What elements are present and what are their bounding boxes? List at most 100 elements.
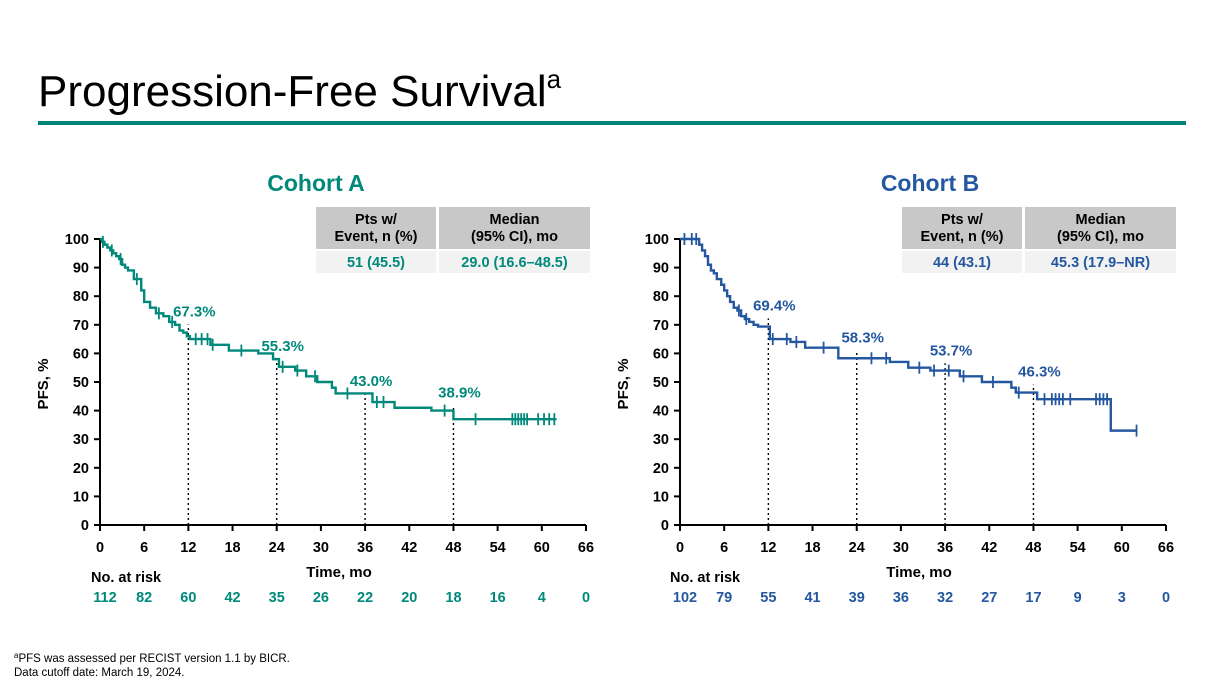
at-risk-value: 55 xyxy=(760,590,776,606)
y-tick-label: 80 xyxy=(653,289,669,305)
y-tick-label: 0 xyxy=(81,518,89,534)
y-tick-label: 100 xyxy=(645,232,669,248)
table-value: 44 (43.1) xyxy=(933,255,991,271)
x-tick-label: 24 xyxy=(849,540,865,556)
at-risk-value: 17 xyxy=(1025,590,1041,606)
y-tick-label: 20 xyxy=(653,461,669,477)
slide-title: Progression-Free Survivala xyxy=(38,66,561,114)
x-tick-label: 48 xyxy=(1025,540,1041,556)
km-curve xyxy=(680,237,1137,432)
x-tick-label: 66 xyxy=(1158,540,1174,556)
at-risk-value: 3 xyxy=(1118,590,1126,606)
table-value: 45.3 (17.9–NR) xyxy=(1051,255,1150,271)
table-header-line: Median xyxy=(490,212,540,228)
table-header-cell xyxy=(316,207,436,249)
y-tick-label: 80 xyxy=(73,289,89,305)
x-tick-label: 66 xyxy=(578,540,594,556)
y-axis-label: PFS, % xyxy=(615,359,632,410)
table-value-cell xyxy=(439,251,590,273)
table-value-cell xyxy=(902,251,1022,273)
at-risk-value: 27 xyxy=(981,590,997,606)
y-tick-label: 40 xyxy=(73,404,89,420)
y-tick-label: 60 xyxy=(653,346,669,362)
y-tick-label: 70 xyxy=(653,318,669,334)
table-value-cell xyxy=(316,251,436,273)
x-tick-label: 12 xyxy=(760,540,776,556)
y-axis-label: PFS, % xyxy=(35,359,52,410)
x-tick-label: 12 xyxy=(180,540,196,556)
table-header-line: Event, n (%) xyxy=(335,229,418,245)
at-risk-value: 18 xyxy=(445,590,461,606)
table-header-line: (95% CI), mo xyxy=(1057,229,1144,245)
x-tick-label: 18 xyxy=(804,540,820,556)
at-risk-value: 32 xyxy=(937,590,953,606)
at-risk-value: 39 xyxy=(849,590,865,606)
at-risk-value: 26 xyxy=(313,590,329,606)
x-axis-label: Time, mo xyxy=(886,564,952,581)
table-header-label: Pts w/Event, n (%) xyxy=(335,212,418,245)
table-value: 29.0 (16.6–48.5) xyxy=(461,255,568,271)
y-tick-label: 10 xyxy=(73,489,89,505)
at-risk-value: 60 xyxy=(180,590,196,606)
x-tick-label: 54 xyxy=(490,540,506,556)
table-header-line: (95% CI), mo xyxy=(471,229,558,245)
x-tick-label: 60 xyxy=(1114,540,1130,556)
y-tick-label: 50 xyxy=(73,375,89,391)
at-risk-value: 82 xyxy=(136,590,152,606)
x-tick-label: 54 xyxy=(1070,540,1086,556)
chart-title: Cohort B xyxy=(881,170,979,196)
x-tick-label: 48 xyxy=(445,540,461,556)
table-header-cell xyxy=(1025,207,1176,249)
summary-table: Pts w/Event, n (%) 44 (43.1) Median (95% CI… xyxy=(902,207,1176,273)
footnote-superscript: a xyxy=(14,651,19,660)
y-tick-label: 70 xyxy=(73,318,89,334)
table-value: 51 (45.5) xyxy=(347,255,405,271)
footnote-cutoff: Data cutoff date: March 19, 2024. xyxy=(14,667,185,679)
at-risk-value: 20 xyxy=(401,590,417,606)
x-tick-label: 30 xyxy=(313,540,329,556)
at-risk-value: 79 xyxy=(716,590,732,606)
x-tick-label: 36 xyxy=(937,540,953,556)
x-tick-label: 18 xyxy=(224,540,240,556)
at-risk-label: No. at risk xyxy=(670,570,741,586)
y-tick-label: 90 xyxy=(653,261,669,277)
table-header-cell xyxy=(902,207,1022,249)
landmark-label: 67.3% xyxy=(173,304,216,321)
landmark-label: 69.4% xyxy=(753,298,796,315)
table-header-label: Median (95% CI), mo xyxy=(1057,212,1144,245)
chart-title: Cohort A xyxy=(267,170,365,196)
x-tick-label: 6 xyxy=(720,540,728,556)
footnote-bicr-text: PFS was assessed per RECIST version 1.1 … xyxy=(18,653,290,665)
x-tick-label: 42 xyxy=(401,540,417,556)
table-header-cell xyxy=(439,207,590,249)
km-curve xyxy=(100,237,557,421)
table-header-label: Pts w/Event, n (%) xyxy=(921,212,1004,245)
table-value-cell xyxy=(1025,251,1176,273)
at-risk-value: 112 xyxy=(93,590,116,606)
y-tick-label: 0 xyxy=(661,518,669,534)
at-risk-value: 42 xyxy=(224,590,240,606)
x-tick-label: 30 xyxy=(893,540,909,556)
y-tick-label: 90 xyxy=(73,261,89,277)
km-chart-cohort-a: Cohort A Pts w/Event, n (%) 51 (45.5) Media… xyxy=(35,170,594,606)
at-risk-value: 35 xyxy=(269,590,285,606)
summary-table: Pts w/Event, n (%) 51 (45.5) Median (95% CI… xyxy=(316,207,590,273)
at-risk-value: 36 xyxy=(893,590,909,606)
km-chart-cohort-b: Cohort B Pts w/Event, n (%) 44 (43.1) Media… xyxy=(615,170,1176,606)
footnote-bicr: aPFS was assessed per RECIST version 1.1… xyxy=(14,652,290,666)
y-tick-label: 50 xyxy=(653,375,669,391)
y-tick-label: 60 xyxy=(73,346,89,362)
table-header-line: Event, n (%) xyxy=(921,229,1004,245)
table-header-label: Median (95% CI), mo xyxy=(471,212,558,245)
y-tick-label: 100 xyxy=(65,232,89,248)
at-risk-value: 41 xyxy=(804,590,820,606)
landmark-label: 46.3% xyxy=(1018,364,1061,381)
landmark-label: 53.7% xyxy=(930,342,973,359)
at-risk-label: No. at risk xyxy=(91,570,162,586)
x-tick-label: 42 xyxy=(981,540,997,556)
x-tick-label: 0 xyxy=(96,540,104,556)
at-risk-value: 0 xyxy=(1162,590,1170,606)
y-tick-label: 30 xyxy=(653,432,669,448)
landmark-label: 58.3% xyxy=(841,329,884,346)
